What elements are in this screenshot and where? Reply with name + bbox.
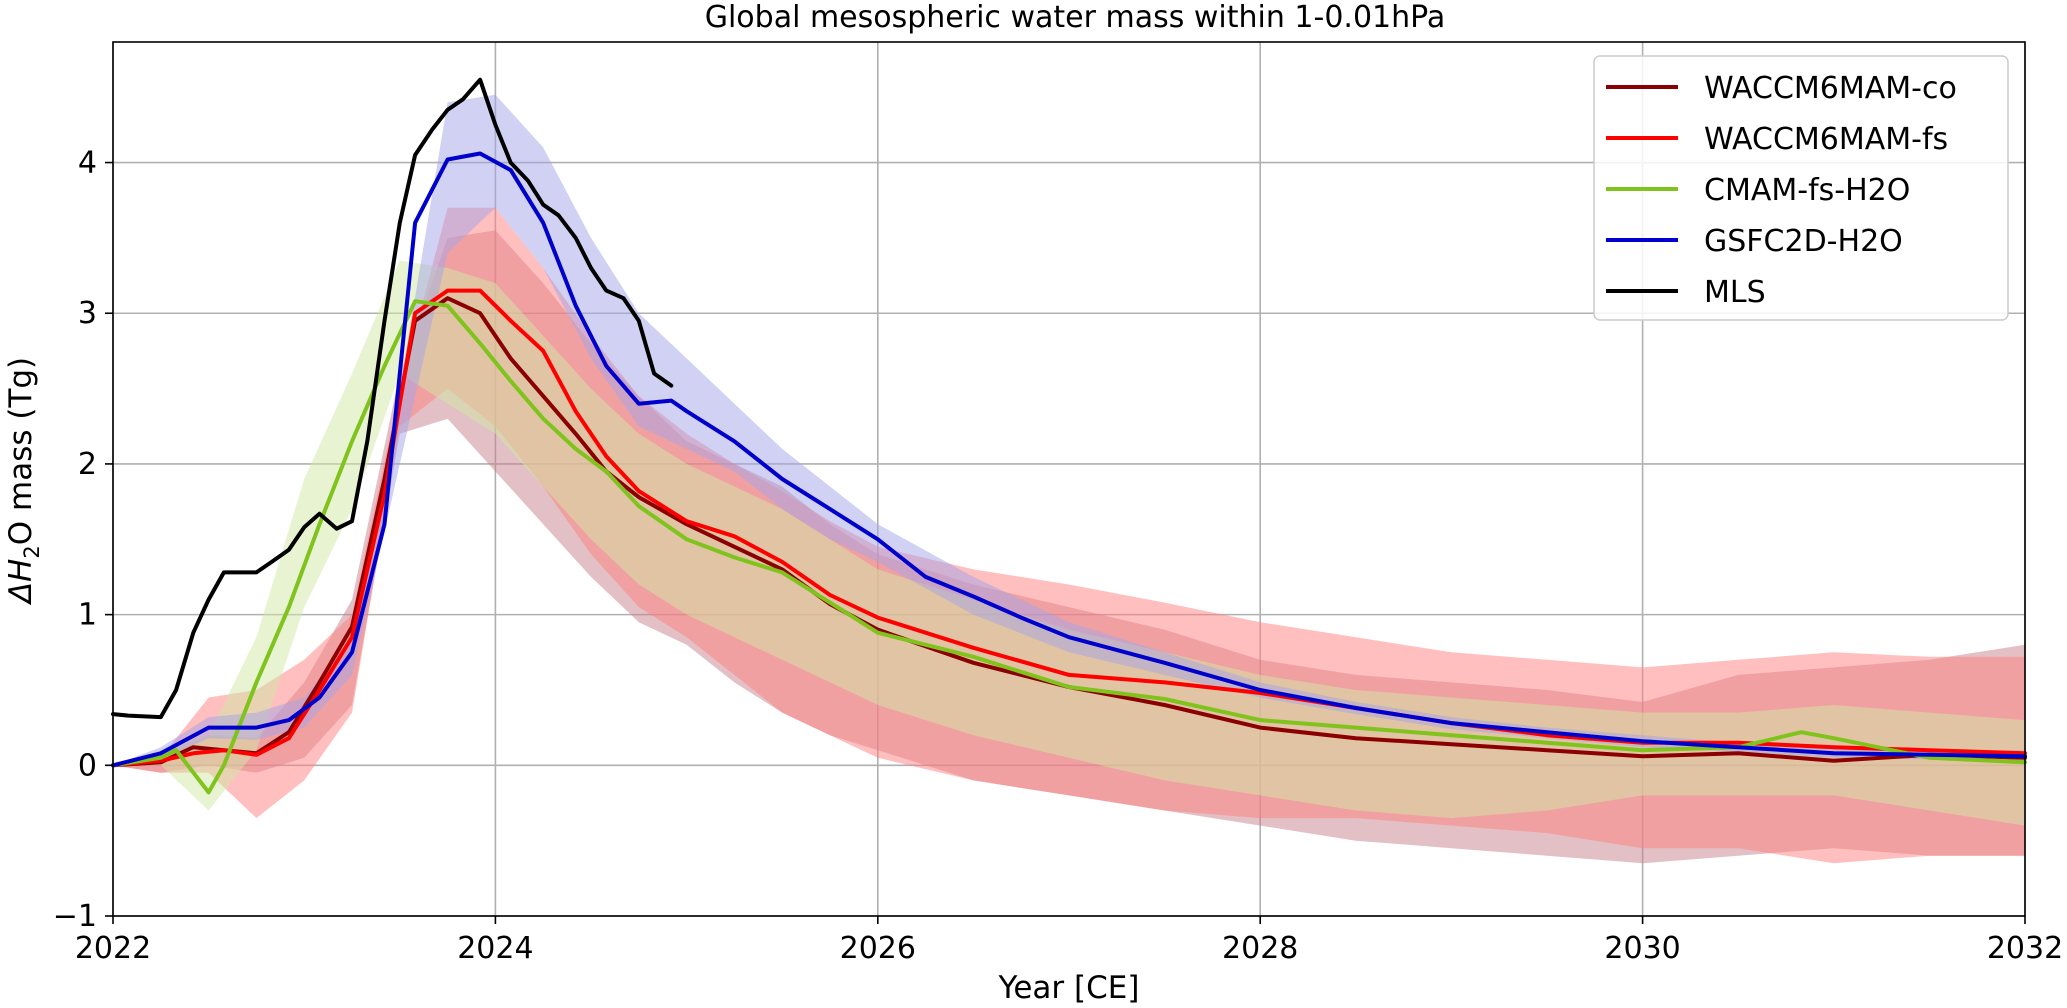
x-tick-label-2030: 2030 (1604, 931, 1680, 966)
legend-box (1593, 55, 2009, 321)
y-axis-title-subscript: 2 (20, 545, 44, 558)
legend-label-cmam-fs-h2o: CMAM-fs-H2O (1704, 173, 1910, 208)
legend-label-gsfc2d-h2o: GSFC2D-H2O (1704, 224, 1903, 259)
legend-label-waccm6mam-co: WACCM6MAM-co (1704, 71, 1957, 106)
series-line-gsfc2d-h2o (111, 151, 2027, 768)
legend-entries: WACCM6MAM-co WACCM6MAM-fs CMAM-fs-H2O GSFC2… (1606, 71, 1957, 310)
y-axis-ticks: −1 0 1 2 3 4 (53, 146, 113, 934)
y-tick-label-5: 4 (78, 146, 97, 181)
x-tick-label-2022: 2022 (75, 931, 151, 966)
y-tick-label-4: 3 (78, 296, 97, 331)
band-gsfc2d-h2o (113, 94, 2025, 766)
y-axis-title-prefix: ΔH (3, 559, 39, 606)
uncertainty-bands (113, 94, 2025, 864)
x-tick-label-2026: 2026 (840, 931, 916, 966)
legend-label-mls: MLS (1704, 275, 1766, 310)
series-lines (111, 77, 2027, 795)
x-tick-label-2032: 2032 (1987, 931, 2063, 966)
y-axis-title-suffix: O mass (Tg) (3, 357, 39, 545)
band-waccm6mam-fs (113, 207, 2025, 864)
y-tick-label-0: −1 (53, 899, 97, 934)
x-axis-title: Year [CE] (998, 970, 1140, 1006)
y-tick-label-1: 0 (78, 748, 97, 783)
chart-title: Global mesospheric water mass within 1-0… (705, 0, 1446, 35)
legend-label-waccm6mam-fs: WACCM6MAM-fs (1704, 122, 1948, 157)
y-tick-label-2: 1 (78, 598, 97, 633)
x-tick-label-2028: 2028 (1222, 931, 1298, 966)
y-axis-title: ΔH2O mass (Tg) (3, 357, 44, 605)
band-cmam-fs-h2o (113, 260, 2025, 826)
series-line-mls (111, 77, 674, 720)
x-tick-label-2024: 2024 (457, 931, 533, 966)
series-line-cmam-fs-h2o (111, 299, 2027, 795)
legend: WACCM6MAM-co WACCM6MAM-fs CMAM-fs-H2O GSFC2… (1593, 55, 2009, 321)
plot-frame (112, 41, 2026, 917)
x-axis-ticks: 2022 2024 2026 2028 2030 2032 (75, 916, 2063, 966)
y-tick-label-3: 2 (78, 447, 97, 482)
